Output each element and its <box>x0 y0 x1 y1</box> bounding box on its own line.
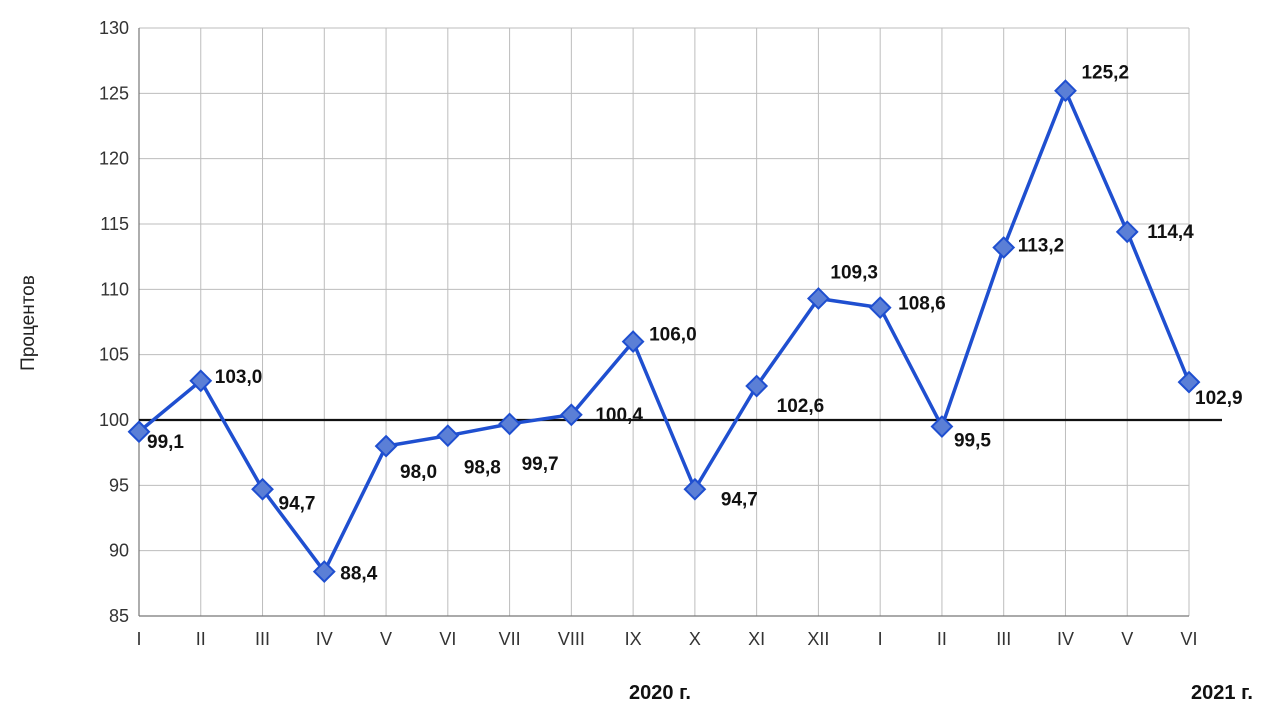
x-tick-label: IV <box>316 629 333 649</box>
data-point-marker <box>806 287 830 310</box>
x-tick-label: II <box>937 629 947 649</box>
data-label: 103,0 <box>215 367 263 388</box>
x-tick-label: XII <box>807 629 829 649</box>
data-point-marker <box>745 374 769 398</box>
x-tick-label: V <box>1121 629 1133 649</box>
x-tick-label: VI <box>1180 629 1197 649</box>
year-label-2020: 2020 г. <box>629 682 691 702</box>
y-tick-label: 90 <box>109 541 129 561</box>
data-label: 100,4 <box>595 405 643 426</box>
x-axis-ticks: I II III IV V VI VII VIII IX X XI XII I II III IV V VI <box>136 629 1197 649</box>
data-point-marker <box>1177 370 1201 394</box>
data-label: 94,7 <box>279 493 316 514</box>
y-tick-label: 105 <box>99 345 129 365</box>
series-markers <box>127 79 1201 583</box>
y-tick-label: 110 <box>100 279 129 299</box>
data-point-marker <box>251 477 274 501</box>
x-tick-label: V <box>380 629 392 649</box>
data-label: 106,0 <box>649 325 697 346</box>
x-tick-label: VIII <box>558 629 585 649</box>
data-label: 99,7 <box>522 454 559 475</box>
data-point-marker <box>868 296 892 320</box>
data-point-marker <box>992 236 1016 259</box>
x-tick-label: III <box>255 629 270 649</box>
y-tick-label: 85 <box>109 606 129 626</box>
data-label: 114,4 <box>1147 222 1194 243</box>
data-label: 88,4 <box>340 564 377 585</box>
data-point-marker <box>1115 220 1139 244</box>
data-point-marker <box>559 403 583 427</box>
data-label: 94,7 <box>721 489 758 510</box>
x-tick-label: III <box>996 629 1011 649</box>
series-line <box>137 88 1191 574</box>
data-label: 109,3 <box>830 262 878 283</box>
x-tick-label: VII <box>499 629 521 649</box>
x-tick-label: IV <box>1057 629 1074 649</box>
data-label: 99,5 <box>954 431 991 452</box>
data-label: 98,8 <box>464 458 501 479</box>
data-label: 125,2 <box>1081 63 1129 84</box>
data-labels: 99,1 103,0 94,7 88,4 98,0 98,8 99,7 100,4 106,0 9… <box>147 63 1243 585</box>
data-point-marker <box>930 415 954 438</box>
data-point-marker <box>498 412 522 436</box>
data-point-marker <box>374 434 398 458</box>
data-point-marker <box>127 420 151 444</box>
x-tick-label: I <box>878 629 883 649</box>
y-tick-label: 115 <box>100 214 129 234</box>
y-axis-label: Процентов <box>18 275 39 371</box>
y-axis-ticks: 85 90 95 100 105 110 115 120 125 130 <box>99 18 129 626</box>
data-label: 108,6 <box>898 294 946 315</box>
year-label-2021: 2021 г. <box>1191 682 1253 702</box>
y-tick-label: 120 <box>99 149 129 169</box>
data-label: 102,6 <box>777 396 825 417</box>
x-tick-label: I <box>136 629 141 649</box>
y-tick-label: 95 <box>109 475 129 495</box>
x-tick-label: II <box>196 629 206 649</box>
data-point-marker <box>189 369 213 393</box>
data-point-marker <box>683 477 707 501</box>
x-tick-label: VI <box>439 629 456 649</box>
x-tick-label: X <box>689 629 701 649</box>
data-point-marker <box>312 560 336 583</box>
y-tick-label: 130 <box>99 18 129 38</box>
y-tick-label: 125 <box>99 83 129 103</box>
x-tick-label: IX <box>625 629 642 649</box>
data-point-marker <box>621 330 645 354</box>
data-point-marker <box>436 424 460 448</box>
data-label: 98,0 <box>400 462 437 483</box>
grid <box>138 27 1190 617</box>
x-tick-label: XI <box>748 629 765 649</box>
y-tick-label: 100 <box>99 410 129 430</box>
data-point-marker <box>1054 79 1077 103</box>
data-label: 113,2 <box>1018 236 1064 257</box>
data-label: 102,9 <box>1195 388 1243 409</box>
data-label: 99,1 <box>147 432 184 453</box>
